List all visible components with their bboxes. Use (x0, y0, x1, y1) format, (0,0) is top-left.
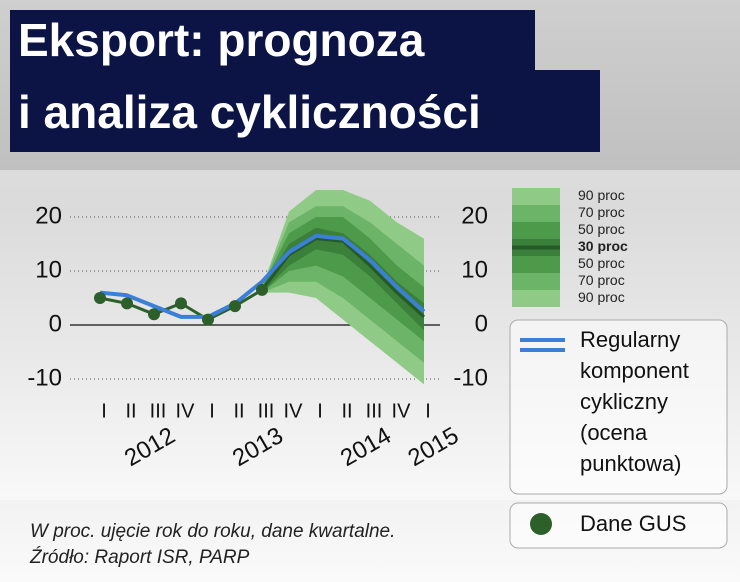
legend-swatch (512, 222, 560, 239)
legend-swatch (512, 290, 560, 307)
x-tick-label: I (101, 400, 107, 422)
title-box (10, 10, 535, 72)
y-tick-label: -10 (453, 364, 488, 391)
legend-label: Regularny komponent cykliczny (ocena pun… (580, 327, 689, 476)
note: W proc. ujęcie rok do roku, dane kwartal… (30, 521, 395, 542)
x-tick-label: IV (284, 400, 304, 422)
legend-swatch (530, 513, 552, 535)
y-tick-label: 10 (461, 256, 488, 283)
gus-point (256, 283, 268, 296)
x-tick-label: III (150, 400, 167, 422)
legend-swatch (512, 256, 560, 273)
legend-label: 50 proc (578, 255, 625, 271)
x-tick-label: IV (392, 400, 412, 422)
legend-label: 30 proc (578, 238, 628, 254)
y-tick-label: 0 (49, 310, 62, 337)
gus-point (229, 300, 241, 313)
x-tick-label: I (425, 400, 431, 422)
legend-box (509, 502, 728, 549)
gus-point (175, 297, 187, 310)
legend-label: 90 proc (578, 289, 625, 305)
cycle-line (99, 233, 426, 319)
x-tick-label: III (258, 400, 275, 422)
source: Źródło: Raport ISR, PARP (29, 547, 250, 568)
legend-swatch (512, 273, 560, 290)
title-box (10, 70, 600, 152)
gus-point (202, 313, 214, 326)
x-tick-label: IV (176, 400, 196, 422)
legend-label: Dane GUS (580, 511, 687, 536)
legend-label: 70 proc (578, 272, 625, 288)
gus-point (121, 297, 133, 310)
legend-label: 90 proc (578, 187, 625, 203)
y-tick-label: 10 (35, 256, 62, 283)
fan-band (262, 227, 424, 331)
x-tick-label: I (317, 400, 323, 422)
chart-title: i analiza cykliczności (18, 86, 481, 138)
x-tick-label: III (366, 400, 383, 422)
gus-point (94, 292, 106, 304)
legend-label: 70 proc (578, 204, 625, 220)
x-tick-label: I (209, 400, 215, 422)
y-tick-label: 20 (35, 202, 62, 229)
x-tick-label: II (125, 400, 136, 422)
y-tick-label: 0 (475, 310, 488, 337)
legend-swatch (512, 205, 560, 222)
gus-point (148, 308, 160, 321)
x-tick-label: II (233, 400, 244, 422)
y-tick-label: -10 (27, 364, 62, 391)
legend-swatch (512, 188, 560, 205)
y-tick-label: 20 (461, 202, 488, 229)
chart-title: Eksport: prognoza (18, 14, 425, 66)
legend-label: 50 proc (578, 221, 625, 237)
legend-box (509, 319, 728, 495)
x-tick-label: II (341, 400, 352, 422)
